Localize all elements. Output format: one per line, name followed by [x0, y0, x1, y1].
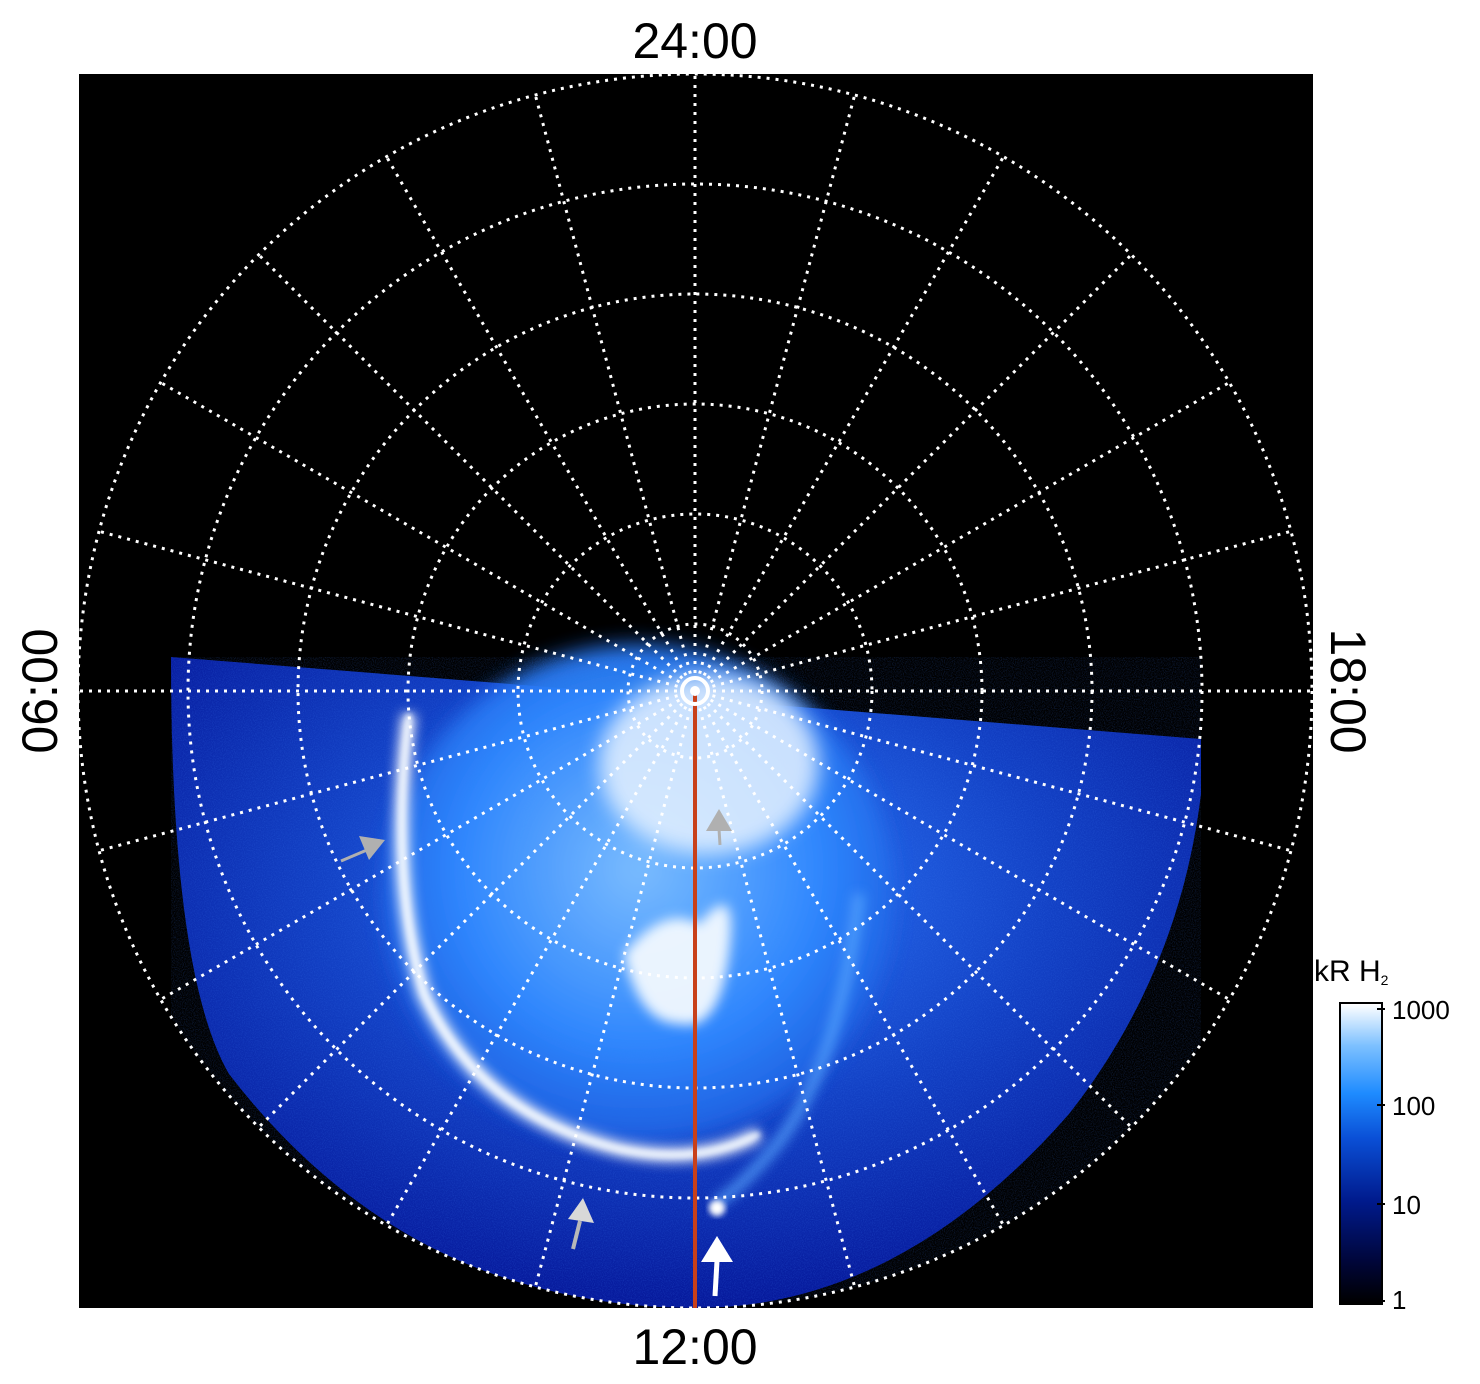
local-time-label-top: 24:00 [632, 13, 758, 69]
meridian-line [702, 155, 1005, 677]
local-time-label-left: 06:00 [12, 628, 68, 754]
meridian-line [533, 707, 692, 1288]
meridian-line [702, 705, 1005, 1227]
meridian-lines [79, 74, 1312, 1308]
meridian-line [709, 381, 1231, 684]
meridian-line [98, 529, 679, 688]
meridian-line [257, 702, 684, 1129]
meridian-line [706, 253, 1133, 680]
meridian-line [385, 705, 688, 1227]
polar-plot-svg [79, 74, 1313, 1308]
meridian-line [711, 529, 1292, 688]
auroral-emission [171, 644, 1201, 1308]
footprint-spot [709, 1200, 725, 1216]
arrow-gray-upper [706, 809, 732, 846]
colorbar-tick-label: 1000 [1392, 995, 1450, 1025]
colorbar-tick-mark [1377, 1203, 1385, 1205]
meridian-line [706, 702, 1133, 1129]
arrow-white-lower [701, 1236, 733, 1297]
colorbar [1339, 1002, 1383, 1305]
pole-marker-outer [680, 676, 710, 706]
colorbar-tick-label: 1 [1392, 1285, 1407, 1315]
meridian-line [533, 94, 692, 675]
colorbar-title-subscript: 2 [1380, 972, 1389, 988]
meridian-line [159, 381, 681, 684]
colorbar-title-main: kR H [1314, 955, 1381, 988]
latitude-circle [79, 74, 1313, 1308]
colorbar-tick-mark [1377, 1300, 1385, 1302]
central-bright-patch [624, 904, 731, 1026]
colorbar-tick-mark [1377, 1104, 1385, 1106]
colorbar-tick-label: 10 [1392, 1190, 1421, 1220]
local-time-label-bottom: 12:00 [632, 1319, 758, 1375]
latitude-circle [626, 622, 764, 760]
meridian-line [98, 694, 679, 853]
pole-marker-inner [690, 686, 700, 696]
local-time-label-right: 18:00 [1320, 628, 1376, 754]
meridian-line [385, 155, 688, 677]
arrow-gray-lower [568, 1198, 594, 1250]
meridian-line [709, 698, 1231, 1001]
meridian-line [698, 707, 857, 1288]
meridian-line [159, 698, 681, 1001]
colorbar-tick-label: 100 [1392, 1091, 1436, 1121]
latitude-circle [516, 512, 874, 870]
colorbar-tick-mark [1377, 1008, 1385, 1010]
dusk-arc [712, 893, 864, 1209]
meridian-line [711, 694, 1292, 853]
meridian-line [257, 253, 684, 680]
main-oval-arc-core [399, 713, 761, 1158]
annotation-arrows [340, 809, 733, 1297]
meridian-line [698, 94, 857, 675]
polar-projection-panel [79, 74, 1313, 1308]
colorbar-title: kR H2 [1314, 955, 1389, 988]
arrow-gray-dawn [340, 836, 385, 863]
